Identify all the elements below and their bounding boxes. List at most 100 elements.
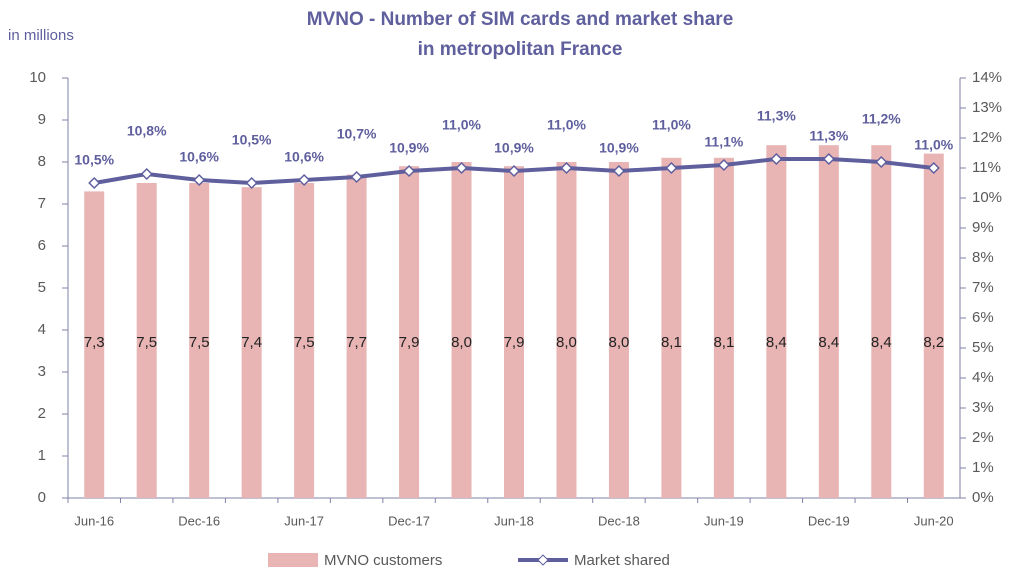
y-tick-label: 2 — [38, 405, 46, 422]
x-tick-label: Jun-19 — [704, 513, 744, 528]
bar — [818, 145, 839, 498]
y2-tick-label: 12% — [972, 129, 1002, 146]
legend-swatch — [268, 553, 318, 567]
y-tick-label: 3 — [38, 363, 46, 380]
chart-title: MVNO - Number of SIM cards and market sh… — [307, 9, 734, 30]
line-value-label: 11,1% — [704, 134, 743, 150]
y-tick-label: 0 — [38, 489, 46, 506]
legend-marker — [537, 554, 549, 566]
bar-value-label: 7,5 — [189, 334, 210, 351]
bar-value-label: 8,4 — [871, 334, 892, 351]
chart-title: in metropolitan France — [418, 39, 623, 60]
line-value-label: 11,3% — [809, 128, 848, 144]
x-tick-label: Dec-18 — [598, 513, 640, 528]
line-value-label: 10,6% — [179, 149, 219, 165]
bar-value-label: 8,2 — [923, 334, 944, 351]
y2-tick-label: 8% — [972, 249, 994, 266]
line-value-label: 10,5% — [232, 132, 272, 148]
y2-tick-label: 14% — [972, 69, 1002, 86]
bar — [766, 145, 787, 498]
bar-value-label: 8,0 — [609, 334, 630, 351]
bar-value-label: 7,3 — [84, 334, 105, 351]
y-tick-label: 9 — [38, 111, 46, 128]
x-tick-label: Jun-16 — [74, 513, 114, 528]
marker — [875, 155, 888, 169]
bar — [608, 162, 629, 498]
line-value-label: 11,0% — [914, 137, 953, 153]
line-value-label: 11,0% — [547, 117, 586, 133]
marker — [927, 161, 940, 175]
bar — [713, 157, 734, 499]
y-tick-label: 1 — [38, 447, 46, 464]
x-tick-label: Jun-18 — [494, 513, 534, 528]
marker — [822, 152, 835, 166]
bar — [346, 174, 367, 498]
y2-tick-label: 10% — [972, 189, 1002, 206]
bar — [556, 162, 577, 498]
line-value-label: 11,3% — [757, 108, 796, 124]
bar-value-label: 7,9 — [504, 334, 525, 351]
y-tick-label: 7 — [38, 195, 46, 212]
marker — [88, 176, 101, 190]
bar — [189, 183, 210, 498]
y2-tick-label: 6% — [972, 309, 994, 326]
x-tick-label: Dec-16 — [178, 513, 220, 528]
y2-tick-label: 4% — [972, 369, 994, 386]
legend-label: MVNO customers — [324, 552, 442, 569]
bar-value-label: 8,0 — [451, 334, 472, 351]
bar-value-label: 7,5 — [294, 334, 315, 351]
bar — [451, 162, 472, 498]
bar-value-label: 7,7 — [346, 334, 367, 351]
y2-tick-label: 0% — [972, 489, 994, 506]
marker — [298, 173, 311, 187]
marker — [770, 152, 783, 166]
y-tick-label: 8 — [38, 153, 46, 170]
marker — [560, 161, 573, 175]
line-value-label: 10,6% — [284, 149, 324, 165]
bar — [871, 145, 892, 498]
bar — [504, 166, 524, 498]
line-value-label: 10,9% — [389, 140, 429, 156]
y2-tick-label: 5% — [972, 339, 994, 356]
bar — [399, 166, 420, 498]
y2-tick-label: 2% — [972, 429, 994, 446]
y-tick-label: 6 — [38, 237, 46, 254]
x-tick-label: Dec-17 — [388, 513, 430, 528]
line-value-label: 10,9% — [599, 140, 639, 156]
bar — [294, 183, 315, 498]
marker — [455, 161, 468, 175]
y2-tick-label: 9% — [972, 219, 994, 236]
bar — [923, 153, 944, 498]
bar-value-label: 7,4 — [241, 334, 262, 351]
y-tick-label: 5 — [38, 279, 46, 296]
line-value-label: 11,0% — [652, 117, 691, 133]
bar-value-label: 8,1 — [661, 334, 682, 351]
marker — [507, 164, 521, 178]
y-axis-label: in millions — [8, 27, 74, 44]
x-tick-label: Jun-20 — [914, 513, 954, 528]
y-tick-label: 4 — [38, 321, 46, 338]
line-value-label: 10,8% — [127, 123, 167, 139]
marker — [612, 164, 626, 178]
marker — [402, 164, 416, 178]
bar-value-label: 8,4 — [818, 334, 839, 351]
marker — [350, 170, 363, 184]
bar-value-label: 8,1 — [713, 334, 734, 351]
bar-value-label: 8,4 — [766, 334, 787, 351]
bar — [241, 187, 262, 498]
bar-value-label: 7,5 — [136, 334, 157, 351]
line-value-label: 10,5% — [74, 152, 114, 168]
marker — [193, 173, 206, 187]
y2-tick-label: 11% — [972, 159, 1001, 176]
y2-tick-label: 7% — [972, 279, 994, 296]
line-value-label: 10,7% — [337, 126, 377, 142]
bar — [661, 157, 682, 499]
bar — [84, 191, 105, 498]
y2-tick-label: 3% — [972, 399, 994, 416]
x-tick-label: Jun-17 — [284, 513, 324, 528]
x-tick-label: Dec-19 — [808, 513, 850, 528]
bar-value-label: 8,0 — [556, 334, 577, 351]
bar-value-label: 7,9 — [399, 334, 420, 351]
y2-tick-label: 1% — [972, 459, 994, 476]
